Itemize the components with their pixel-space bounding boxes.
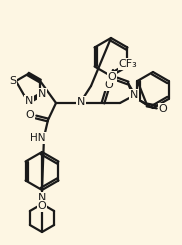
Text: CF₃: CF₃ [119,59,137,69]
Text: O: O [108,72,116,82]
Text: N: N [38,193,46,203]
Text: O: O [38,201,46,211]
Text: N: N [25,96,33,106]
Text: O: O [26,110,34,120]
Text: S: S [9,76,16,86]
Text: O: O [105,80,113,90]
Text: N: N [77,97,85,107]
Text: N: N [38,89,46,99]
Text: N: N [130,90,138,100]
Text: O: O [159,104,167,114]
Text: HN: HN [30,133,46,143]
